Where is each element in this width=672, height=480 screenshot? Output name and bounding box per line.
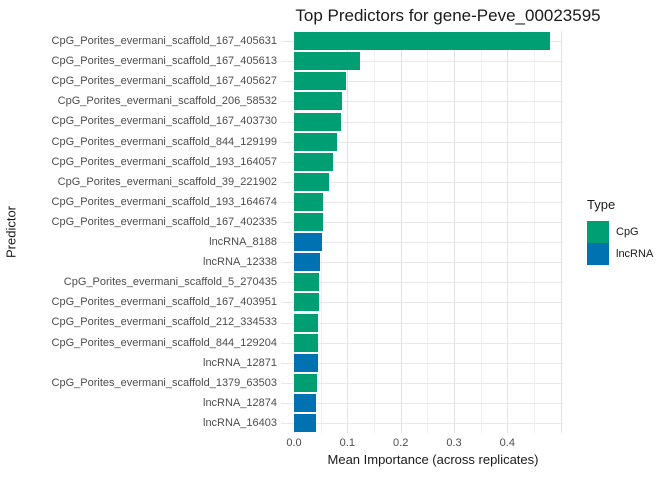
- legend-key-swatch: [587, 243, 609, 265]
- y-tick-label: CpG_Porites_evermani_scaffold_167_405631: [51, 35, 277, 47]
- bar-CpG_Porites_evermani_scaffold_167_403951: [294, 293, 319, 312]
- bar-lncRNA_12338: [294, 253, 321, 272]
- y-tick-label: CpG_Porites_evermani_scaffold_193_164674: [51, 195, 277, 208]
- x-gridline: [534, 31, 535, 433]
- y-tick-label: lncRNA_16403: [203, 416, 277, 429]
- bar-CpG_Porites_evermani_scaffold_167_405631: [294, 32, 550, 51]
- x-gridline: [400, 31, 402, 433]
- y-axis-title: Predictor: [3, 205, 19, 259]
- y-tick-label: CpG_Porites_evermani_scaffold_39_221902: [57, 175, 277, 188]
- bar-CpG_Porites_evermani_scaffold_167_405613: [294, 52, 361, 71]
- x-tick-label: 0.0: [286, 437, 302, 449]
- x-tick-label: 0.3: [446, 437, 462, 449]
- bar-CpG_Porites_evermani_scaffold_193_164057: [294, 152, 333, 171]
- x-gridline: [454, 31, 455, 433]
- y-gridline: [281, 222, 563, 223]
- x-gridline: [294, 31, 295, 433]
- y-tick-label: CpG_Porites_evermani_scaffold_167_405627: [51, 75, 277, 88]
- y-tick-label: CpG_Porites_evermani_scaffold_844_129204: [51, 336, 277, 349]
- bar-CpG_Porites_evermani_scaffold_1379_63503: [294, 373, 317, 392]
- legend-items: CpG lncRNA: [587, 221, 653, 265]
- x-gridline: [560, 31, 562, 433]
- y-tick-label: lncRNA_8188: [209, 236, 277, 248]
- x-gridline: [374, 31, 375, 433]
- legend-label: lncRNA: [616, 248, 654, 260]
- legend-title: Type: [587, 197, 616, 212]
- y-gridline: [281, 181, 563, 183]
- y-gridline: [281, 282, 563, 284]
- y-gridline: [281, 302, 563, 304]
- chart-title: Top Predictors for gene-Peve_00023595: [295, 6, 601, 25]
- y-tick-label: CpG_Porites_evermani_scaffold_5_270435: [63, 276, 277, 289]
- y-tick-label: CpG_Porites_evermani_scaffold_193_164057: [51, 155, 277, 168]
- y-tick-label: CpG_Porites_evermani_scaffold_206_58532: [57, 95, 277, 108]
- y-gridline: [281, 423, 563, 424]
- y-gridline: [281, 201, 563, 203]
- bar-CpG_Porites_evermani_scaffold_193_164674: [294, 192, 324, 211]
- bar-CpG_Porites_evermani_scaffold_844_129204: [294, 333, 318, 352]
- y-gridline: [281, 262, 563, 264]
- y-tick-label: lncRNA_12338: [203, 256, 277, 269]
- x-gridline: [427, 31, 429, 433]
- legend-label: CpG: [616, 226, 639, 238]
- legend-item-CpG: CpG: [587, 221, 639, 243]
- y-tick-label: CpG_Porites_evermani_scaffold_167_403730: [51, 115, 277, 128]
- y-gridline: [281, 141, 563, 143]
- legend-item-lncRNA: lncRNA: [587, 243, 653, 265]
- bar-CpG_Porites_evermani_scaffold_844_129199: [294, 132, 338, 151]
- y-tick-label: lncRNA_12874: [203, 396, 277, 409]
- bar-CpG_Porites_evermani_scaffold_212_334533: [294, 313, 318, 332]
- y-tick-label: lncRNA_12871: [203, 356, 277, 369]
- bar-lncRNA_8188: [294, 233, 322, 252]
- bar-lncRNA_12871: [294, 353, 318, 372]
- x-tick-label: 0.2: [393, 437, 409, 449]
- y-gridline: [281, 161, 563, 163]
- bar-CpG_Porites_evermani_scaffold_167_402335: [294, 213, 323, 231]
- x-axis-title: Mean Importance (across replicates): [327, 452, 539, 467]
- bar-CpG_Porites_evermani_scaffold_167_405627: [294, 72, 347, 91]
- bar-lncRNA_12874: [294, 393, 317, 412]
- x-tick-label: 0.1: [339, 437, 355, 449]
- y-gridline: [281, 242, 563, 244]
- y-tick-label: CpG_Porites_evermani_scaffold_212_334533: [51, 316, 277, 329]
- y-gridline: [281, 121, 563, 123]
- x-tick-label: 0.4: [499, 437, 515, 449]
- bar-CpG_Porites_evermani_scaffold_206_58532: [294, 92, 342, 111]
- plot-panel: [281, 31, 563, 433]
- x-gridline: [507, 31, 509, 433]
- bar-lncRNA_16403: [294, 414, 316, 432]
- y-tick-label: CpG_Porites_evermani_scaffold_1379_63503: [51, 376, 277, 389]
- y-gridline: [281, 362, 563, 364]
- bar-CpG_Porites_evermani_scaffold_167_403730: [294, 112, 341, 131]
- y-gridline: [281, 402, 563, 404]
- y-tick-label: CpG_Porites_evermani_scaffold_167_405613: [51, 55, 277, 68]
- bar-CpG_Porites_evermani_scaffold_39_221902: [294, 172, 330, 191]
- legend: Type CpG lncRNA: [587, 197, 653, 265]
- x-gridline: [320, 31, 322, 433]
- y-gridline: [281, 61, 563, 63]
- y-gridline: [281, 322, 563, 324]
- y-tick-label: CpG_Porites_evermani_scaffold_844_129199: [51, 135, 277, 148]
- y-gridline: [281, 382, 563, 384]
- x-gridline: [480, 31, 482, 433]
- y-tick-label: CpG_Porites_evermani_scaffold_167_403951: [51, 296, 277, 309]
- legend-key-swatch: [587, 221, 609, 243]
- bar-CpG_Porites_evermani_scaffold_5_270435: [294, 273, 320, 292]
- x-gridline: [347, 31, 349, 433]
- y-gridline: [281, 81, 563, 83]
- y-tick-label: CpG_Porites_evermani_scaffold_167_402335: [51, 215, 277, 228]
- y-gridline: [281, 101, 563, 103]
- y-gridline: [281, 342, 563, 344]
